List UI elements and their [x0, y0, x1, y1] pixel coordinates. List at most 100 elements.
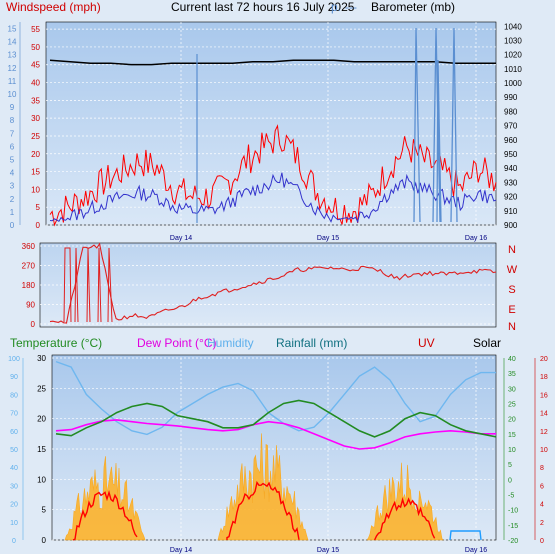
wind-blue-tick-label: 8 — [10, 116, 15, 125]
baro-tick-label: 910 — [504, 207, 518, 216]
wind-tick-label: 5 — [36, 203, 41, 212]
temp-tick-label: 15 — [37, 445, 46, 454]
right-tick-label: 40 — [508, 356, 516, 363]
wind-blue-tick-label: 9 — [10, 103, 15, 112]
temp-tick-label: 5 — [42, 506, 47, 515]
temp-tick-label: 10 — [37, 475, 46, 484]
right-tick-label: 10 — [508, 447, 516, 454]
baro-tick-label: 970 — [504, 122, 518, 131]
baro-tick-label: 950 — [504, 150, 518, 159]
right-tick-label: -20 — [508, 538, 518, 545]
rainfall-legend: Rainfall (mm) — [276, 336, 348, 350]
compass-label: N — [508, 244, 516, 256]
uv-tick-label: 12 — [540, 429, 548, 436]
temperature-legend: Temperature (°C) — [10, 336, 103, 350]
wind-tick-label: 55 — [31, 25, 40, 34]
humidity-legend: Humidity — [207, 336, 254, 350]
temp-tick-label: 30 — [37, 354, 46, 363]
wind-tick-label: 50 — [31, 43, 40, 52]
solar-area — [217, 433, 309, 541]
direction-swing — [63, 247, 113, 323]
solar-area — [366, 462, 444, 541]
wind-tick-label: 35 — [31, 96, 40, 105]
uv-tick-label: 20 — [540, 356, 548, 363]
direction-tick-label: 270 — [22, 262, 36, 271]
baro-tick-label: 960 — [504, 136, 518, 145]
day-tick-label-bottom: Day 15 — [317, 547, 339, 554]
wind-tick-label: 15 — [31, 168, 40, 177]
compass-label: W — [507, 264, 518, 276]
baro-tick-label: 930 — [504, 178, 518, 187]
baro-tick-label: 940 — [504, 164, 518, 173]
uv-tick-label: 18 — [540, 374, 548, 381]
uv-tick-label: 2 — [540, 520, 544, 527]
baro-tick-label: 900 — [504, 221, 518, 230]
day-tick-label: Day 15 — [317, 235, 339, 242]
wind-blue-tick-label: 5 — [10, 156, 15, 165]
compass-label: S — [508, 284, 515, 296]
wind-tick-label: 40 — [31, 79, 40, 88]
uv-tick-label: 6 — [540, 483, 544, 490]
overlay-spike-group — [413, 27, 458, 223]
wind-blue-tick-label: 12 — [8, 64, 17, 73]
baro-tick-label: 920 — [504, 193, 518, 202]
direction-tick-label: 180 — [22, 281, 36, 290]
temp-overlay-label: p. — [331, 0, 342, 14]
direction-tick-label: 360 — [22, 242, 36, 251]
wind-direction-line — [49, 242, 497, 324]
direction-tick-label: 90 — [26, 301, 35, 310]
right-tick-label: -5 — [508, 493, 514, 500]
wind-blue-tick-label: 10 — [8, 90, 17, 99]
temp-tick-label: 0 — [42, 536, 47, 545]
humidity-line — [55, 360, 496, 436]
uv-legend: UV — [418, 336, 435, 350]
baro-tick-label: 1010 — [504, 65, 522, 74]
uv-tick-label: 8 — [540, 465, 544, 472]
baro-tick-label: 1020 — [504, 51, 522, 60]
wind-blue-tick-label: 13 — [8, 51, 17, 60]
uv-line — [72, 490, 138, 541]
uv-line — [373, 497, 436, 541]
uv-tick-label: 14 — [540, 411, 548, 418]
day-tick-label: Day 16 — [465, 235, 487, 242]
right-tick-label: 20 — [508, 417, 516, 424]
humidity-tick-label: 60 — [10, 429, 18, 436]
temperature-line — [55, 399, 497, 438]
baro-tick-label: 980 — [504, 107, 518, 116]
solar-area — [64, 456, 146, 541]
wind-baro-plot-area — [45, 21, 497, 226]
right-tick-label: 0 — [508, 477, 512, 484]
right-tick-label: 35 — [508, 371, 516, 378]
temp-tick-label: 25 — [37, 384, 46, 393]
wind-average-line — [49, 172, 497, 224]
humidity-tick-label: 100 — [8, 356, 20, 363]
uv-tick-label: 0 — [540, 538, 544, 545]
wind-tick-label: 25 — [31, 132, 40, 141]
wind-blue-tick-label: 0 — [10, 221, 15, 230]
humidity-tick-label: 70 — [10, 411, 18, 418]
humidity-tick-label: 30 — [10, 483, 18, 490]
wind-blue-tick-label: 14 — [8, 38, 17, 47]
wind-gust-line — [49, 124, 497, 227]
dots-label: --- — [345, 0, 357, 14]
day-tick-label-bottom: Day 14 — [170, 547, 192, 554]
uv-tick-label: 10 — [540, 447, 548, 454]
right-tick-label: 30 — [508, 386, 516, 393]
wind-tick-label: 10 — [31, 185, 40, 194]
wind-blue-tick-label: 4 — [10, 169, 15, 178]
temp-tick-label: 20 — [37, 415, 46, 424]
wind-blue-tick-label: 6 — [10, 142, 15, 151]
dew-point-legend: Dew Point (°C) — [137, 336, 217, 350]
baro-tick-label: 1030 — [504, 36, 522, 45]
humidity-tick-label: 50 — [10, 447, 18, 454]
uv-tick-label: 4 — [540, 502, 544, 509]
day-tick-label: Day 14 — [170, 235, 192, 242]
baro-tick-label: 990 — [504, 93, 518, 102]
barometer-line — [49, 59, 496, 66]
uv-line — [226, 480, 300, 540]
compass-label: N — [508, 321, 516, 333]
baro-tick-label: 1040 — [504, 22, 522, 31]
humidity-tick-label: 0 — [12, 538, 16, 545]
